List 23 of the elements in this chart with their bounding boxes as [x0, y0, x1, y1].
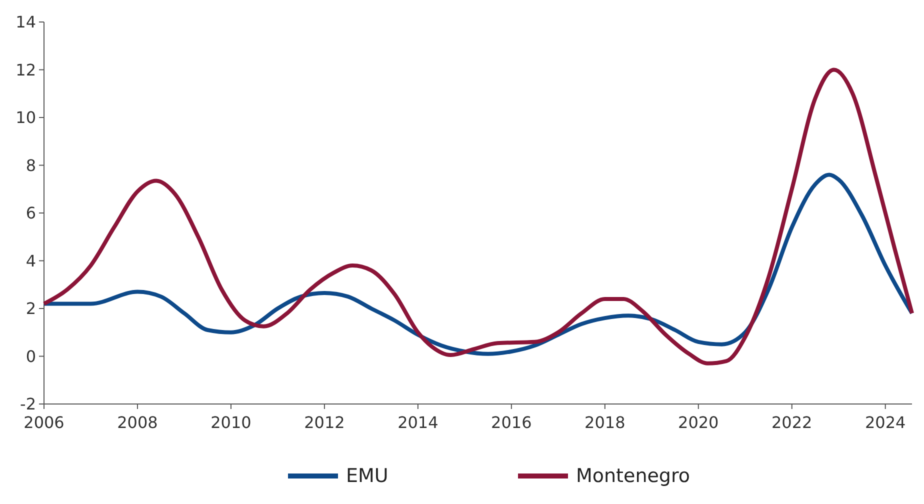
- x-tick-label: 2016: [491, 413, 532, 432]
- y-tick-label: 0: [26, 346, 36, 366]
- x-tick-label: 2012: [304, 413, 345, 432]
- x-tick-label: 2008: [117, 413, 158, 432]
- legend-label: Montenegro: [576, 465, 690, 487]
- x-tick-label: 2018: [584, 413, 626, 432]
- x-tick-label: 2010: [210, 413, 252, 432]
- y-tick-label: 14: [16, 12, 36, 32]
- x-tick-label: 2014: [398, 413, 438, 432]
- x-tick-label: 2006: [24, 413, 64, 432]
- x-tick-label: 2024: [865, 413, 906, 432]
- line-series: [42, 68, 914, 366]
- y-tick-label: 10: [16, 108, 36, 128]
- line-series: [42, 172, 914, 356]
- y-tick-label: 12: [16, 60, 36, 80]
- x-tick-label: 2022: [772, 413, 812, 432]
- y-tick-label: -2: [20, 394, 36, 414]
- y-tick-label: 8: [26, 156, 36, 175]
- y-tick-label: 2: [26, 299, 36, 318]
- x-tick-label: 2020: [678, 413, 719, 432]
- y-tick-label: 6: [26, 204, 36, 223]
- y-tick-label: 4: [26, 251, 36, 270]
- legend-label: EMU: [346, 465, 388, 487]
